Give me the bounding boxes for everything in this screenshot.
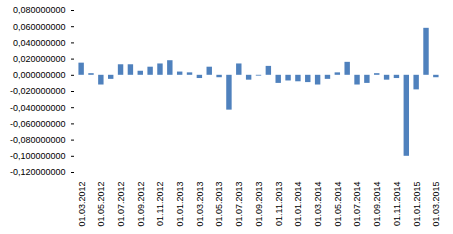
svg-text:01.11.2012: 01.11.2012 bbox=[155, 182, 165, 226]
svg-text:01.01.2014: 01.01.2014 bbox=[293, 182, 303, 227]
svg-text:01.09.2012: 01.09.2012 bbox=[136, 182, 146, 227]
svg-text:0,020000000: 0,020000000 bbox=[13, 54, 66, 64]
svg-text:01.07.2014: 01.07.2014 bbox=[352, 182, 362, 227]
svg-text:01.07.2013: 01.07.2013 bbox=[234, 182, 244, 227]
svg-text:0,080000000: 0,080000000 bbox=[13, 5, 66, 15]
svg-text:01.01.2015: 01.01.2015 bbox=[412, 182, 422, 227]
svg-text:0,040000000: 0,040000000 bbox=[13, 38, 66, 48]
svg-text:01.03.2012: 01.03.2012 bbox=[77, 182, 87, 227]
svg-text:01.01.2013: 01.01.2013 bbox=[175, 182, 185, 227]
svg-text:01.07.2012: 01.07.2012 bbox=[116, 182, 126, 227]
svg-text:-0,020000000: -0,020000000 bbox=[10, 86, 66, 96]
svg-text:01.03.2013: 01.03.2013 bbox=[195, 182, 205, 227]
svg-text:01.03.2015: 01.03.2015 bbox=[431, 182, 441, 227]
svg-text:01.03.2014: 01.03.2014 bbox=[313, 182, 323, 227]
svg-text:-0,060000000: -0,060000000 bbox=[10, 119, 66, 129]
svg-text:-0,080000000: -0,080000000 bbox=[10, 135, 66, 145]
svg-text:01.11.2013: 01.11.2013 bbox=[274, 182, 284, 226]
svg-text:0,060000000: 0,060000000 bbox=[13, 22, 66, 32]
svg-text:01.05.2014: 01.05.2014 bbox=[333, 182, 343, 227]
svg-text:0,000000000: 0,000000000 bbox=[13, 70, 66, 80]
svg-text:-0,100000000: -0,100000000 bbox=[10, 151, 66, 161]
svg-text:01.09.2013: 01.09.2013 bbox=[254, 182, 264, 227]
svg-text:-0,040000000: -0,040000000 bbox=[10, 103, 66, 113]
svg-text:01.05.2012: 01.05.2012 bbox=[96, 182, 106, 227]
svg-text:-0,120000000: -0,120000000 bbox=[10, 167, 66, 177]
svg-text:01.09.2014: 01.09.2014 bbox=[372, 182, 382, 227]
svg-text:01.05.2013: 01.05.2013 bbox=[214, 182, 224, 227]
svg-text:01.11.2014: 01.11.2014 bbox=[392, 182, 402, 226]
